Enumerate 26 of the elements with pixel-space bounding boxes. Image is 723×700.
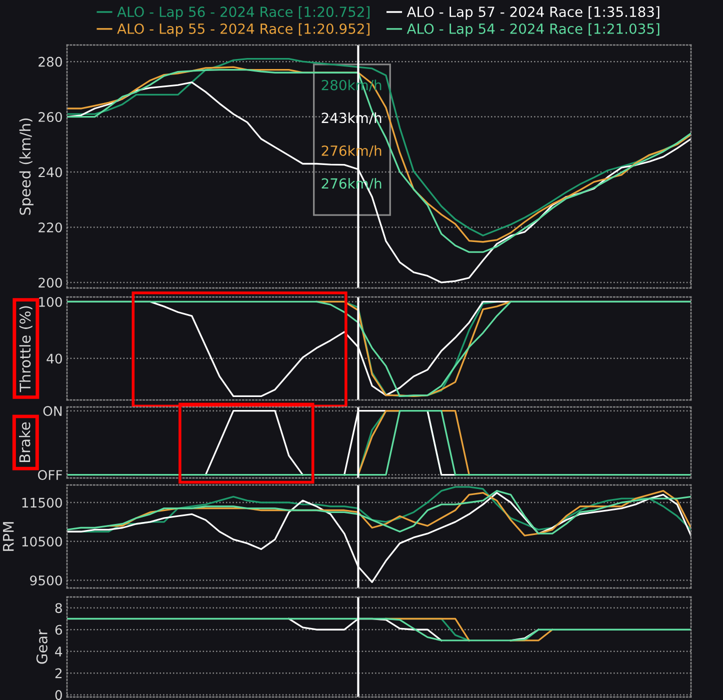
legend-label: ALO - Lap 55 - 2024 Race [1:20.952]	[117, 23, 370, 37]
y-tick-label: 260	[38, 112, 62, 122]
text: OFF	[38, 470, 62, 480]
y-axis-title: RPM	[3, 522, 14, 551]
legend-label: ALO - Lap 54 - 2024 Race [1:21.035]	[406, 23, 660, 37]
y-tick-label: 6	[55, 624, 62, 635]
y-tick-label: 100	[39, 296, 62, 307]
y-axis-title: Speed (km/h)	[19, 118, 34, 215]
y-tick-label: 0	[55, 690, 62, 700]
y-tick-label: 2	[55, 668, 62, 678]
y-tick-label: 8	[55, 603, 62, 614]
y-axis-title: Throttle (%)	[19, 306, 32, 392]
y-tick-label: 4	[55, 646, 62, 656]
y-axis-title: Brake	[18, 422, 30, 462]
legend-label: ALO - Lap 57 - 2024 Race [1:35.183]	[406, 6, 660, 20]
text: ON	[43, 406, 62, 416]
y-tick-label: 9500	[30, 575, 62, 586]
y-tick-label: 240	[38, 167, 62, 178]
y-tick-label: 200	[38, 278, 62, 288]
y-axis-title: Gear	[36, 629, 48, 664]
y-tick-label: 10500	[22, 536, 62, 547]
y-tick-label: 220	[38, 222, 62, 232]
y-tick-label: 11500	[22, 498, 62, 508]
y-tick-label: 40	[46, 354, 62, 364]
y-tick-label: 280	[38, 56, 62, 67]
legend-label: ALO - Lap 56 - 2024 Race [1:20.752]	[117, 6, 370, 20]
